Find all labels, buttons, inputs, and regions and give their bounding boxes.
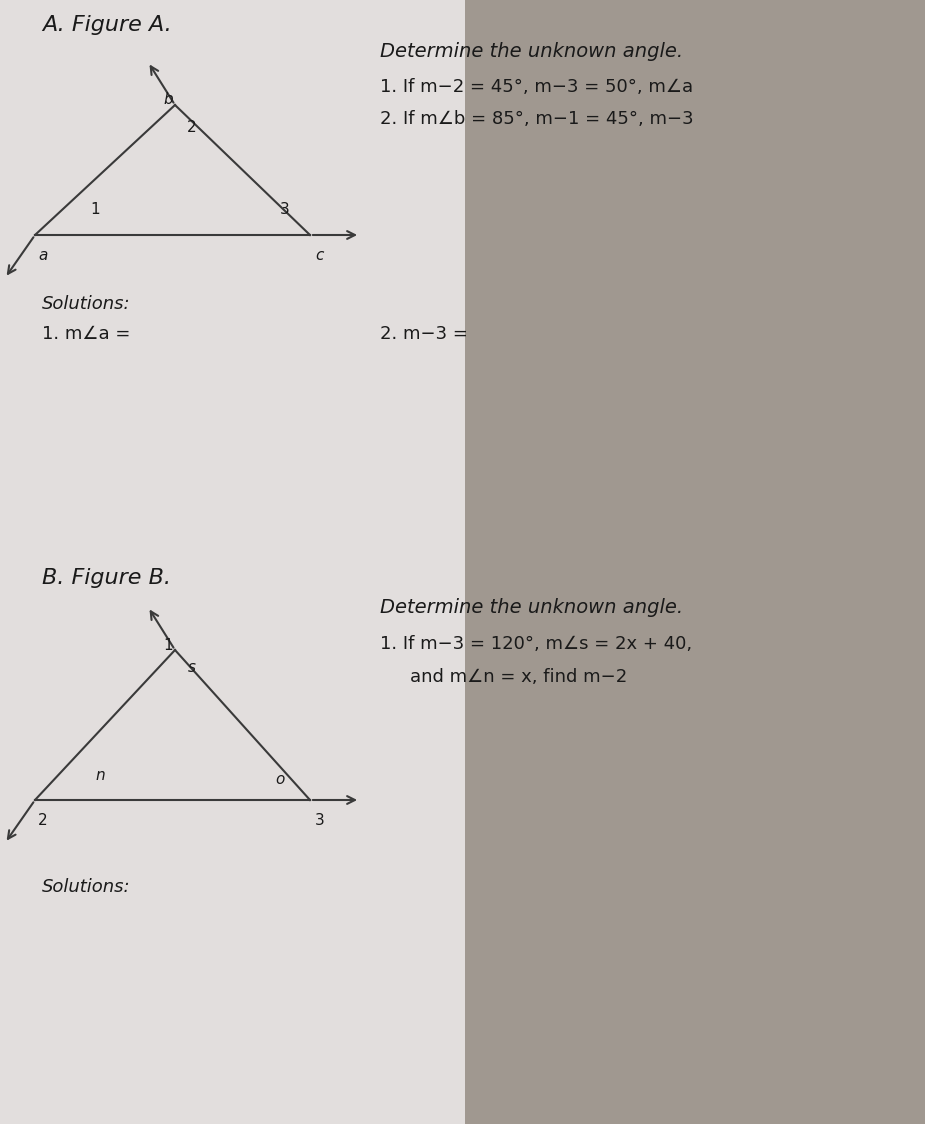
Text: 1: 1 <box>163 637 173 653</box>
Text: Determine the unknown angle.: Determine the unknown angle. <box>380 42 684 61</box>
Text: 3: 3 <box>315 813 325 828</box>
Text: 3: 3 <box>280 202 290 218</box>
Text: Solutions:: Solutions: <box>42 878 130 896</box>
Text: n: n <box>95 768 105 782</box>
Text: 2: 2 <box>187 120 197 136</box>
Text: 2. If m∠b = 85°, m−1 = 45°, m−3: 2. If m∠b = 85°, m−1 = 45°, m−3 <box>380 110 694 128</box>
Text: Determine the unknown angle.: Determine the unknown angle. <box>380 598 684 617</box>
Text: 1. If m−3 = 120°, m∠s = 2x + 40,: 1. If m−3 = 120°, m∠s = 2x + 40, <box>380 635 692 653</box>
Text: a: a <box>38 248 47 263</box>
Bar <box>465 0 925 1124</box>
Text: 1: 1 <box>91 202 100 218</box>
Text: c: c <box>315 248 324 263</box>
Text: b: b <box>163 92 173 108</box>
Text: A. Figure A.: A. Figure A. <box>42 15 172 35</box>
Text: 1. If m−2 = 45°, m−3 = 50°, m∠a: 1. If m−2 = 45°, m−3 = 50°, m∠a <box>380 78 693 96</box>
Text: and m∠n = x, find m−2: and m∠n = x, find m−2 <box>410 668 627 686</box>
Text: 1. m∠a =: 1. m∠a = <box>42 325 130 343</box>
Text: Solutions:: Solutions: <box>42 294 130 312</box>
Text: 2. m−3 =: 2. m−3 = <box>380 325 468 343</box>
Bar <box>0 0 465 1124</box>
Text: o: o <box>276 772 285 788</box>
Text: B. Figure B.: B. Figure B. <box>42 568 171 588</box>
Text: s: s <box>188 661 196 676</box>
Text: 2: 2 <box>38 813 47 828</box>
